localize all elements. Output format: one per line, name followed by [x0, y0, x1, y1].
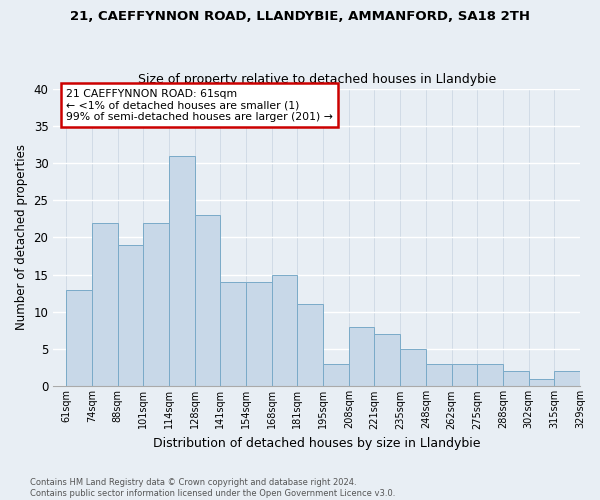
Y-axis label: Number of detached properties: Number of detached properties [15, 144, 28, 330]
Bar [477, 364, 503, 386]
Bar [66, 290, 92, 386]
Bar [143, 222, 169, 386]
Bar [246, 282, 272, 387]
Bar [298, 304, 323, 386]
Text: 21, CAEFFYNNON ROAD, LLANDYBIE, AMMANFORD, SA18 2TH: 21, CAEFFYNNON ROAD, LLANDYBIE, AMMANFOR… [70, 10, 530, 23]
Bar [323, 364, 349, 386]
Bar [169, 156, 194, 386]
Bar [220, 282, 246, 387]
Bar [426, 364, 452, 386]
Bar [349, 327, 374, 386]
Bar [400, 349, 426, 387]
Bar [529, 379, 554, 386]
Bar [118, 245, 143, 386]
Bar [452, 364, 477, 386]
Bar [374, 334, 400, 386]
Bar [272, 274, 298, 386]
Bar [92, 222, 118, 386]
Bar [194, 215, 220, 386]
X-axis label: Distribution of detached houses by size in Llandybie: Distribution of detached houses by size … [153, 437, 481, 450]
Text: Contains HM Land Registry data © Crown copyright and database right 2024.
Contai: Contains HM Land Registry data © Crown c… [30, 478, 395, 498]
Title: Size of property relative to detached houses in Llandybie: Size of property relative to detached ho… [137, 73, 496, 86]
Bar [503, 372, 529, 386]
Bar [554, 372, 580, 386]
Text: 21 CAEFFYNNON ROAD: 61sqm
← <1% of detached houses are smaller (1)
99% of semi-d: 21 CAEFFYNNON ROAD: 61sqm ← <1% of detac… [66, 88, 333, 122]
